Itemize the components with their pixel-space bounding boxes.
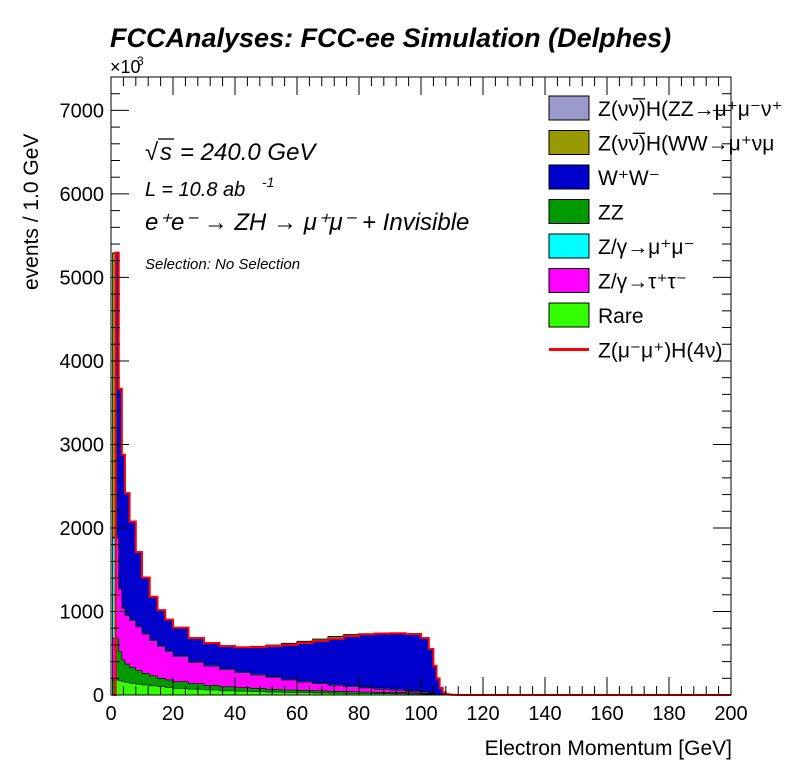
process-label: e⁺e⁻ → ZH → μ⁺μ⁻ + Invisible — [145, 209, 469, 236]
selection-label: Selection: No Selection — [145, 256, 300, 273]
legend-swatch-zz — [548, 199, 590, 224]
y-tick-label: 2000 — [60, 518, 105, 540]
y-tick-label: 1000 — [60, 601, 105, 623]
y-tick-label: 5000 — [60, 267, 105, 289]
y-axis-label: events / 1.0 GeV — [20, 134, 43, 290]
legend-label: Z(μ⁻μ⁺)H(4ν) — [598, 340, 723, 363]
x-tick-label: 40 — [224, 703, 246, 725]
legend-label: Z/γ→τ⁺τ⁻ — [598, 271, 687, 294]
y-tick-label: 4000 — [60, 351, 105, 373]
y-tick-label: 6000 — [60, 184, 105, 206]
legend-label: ZZ — [598, 202, 624, 225]
lumi-label: L = 10.8 ab — [145, 179, 245, 201]
x-tick-label: 20 — [162, 703, 184, 725]
legend-swatch-z- — [548, 233, 590, 259]
legend: Z(νν̅)H(ZZ→μ⁺μ⁻ν⁺ Z(νν̅)H(WW→μ⁺νμ W⁺W⁻ ZZ Z/… — [548, 95, 783, 363]
legend-swatch-z- — [548, 268, 590, 293]
annotation-sqrt-s: √ s = 240.0 GeV — [145, 138, 317, 166]
legend-swatch-w-w- — [548, 164, 590, 190]
legend-swatch-rare — [548, 302, 590, 328]
y-multiplier-exponent: 3 — [137, 54, 144, 68]
x-axis-label: Electron Momentum [GeV] — [485, 737, 732, 760]
x-tick-label: 0 — [105, 703, 116, 725]
y-axis: 0 1000 2000 3000 4000 5000 6000 7000 — [60, 76, 731, 707]
legend-swatch-z-h-ww- — [548, 130, 590, 155]
x-tick-label: 160 — [590, 703, 623, 725]
chart-title: FCCAnalyses: FCC-ee Simulation (Delphes) — [110, 23, 671, 53]
x-tick-label: 80 — [348, 703, 370, 725]
x-tick-label: 180 — [652, 703, 685, 725]
legend-label: W⁺W⁻ — [598, 167, 660, 190]
series-signal-line — [112, 251, 731, 696]
x-tick-label: 200 — [714, 703, 747, 725]
lumi-exponent: -1 — [262, 174, 274, 190]
x-tick-label: 100 — [404, 703, 437, 725]
sqrt-variable: s — [160, 139, 172, 166]
legend-swatch-z-h-zz- — [548, 95, 590, 121]
y-multiplier: ×10 — [110, 57, 141, 77]
legend-label: Z/γ→μ⁺μ⁻ — [598, 236, 695, 259]
x-tick-label: 120 — [466, 703, 499, 725]
legend-label: Z(νν̅)H(ZZ→μ⁺μ⁻ν⁺ — [598, 98, 783, 121]
y-tick-label: 3000 — [60, 434, 105, 456]
x-tick-label: 140 — [528, 703, 561, 725]
sqrt-symbol: √ — [145, 139, 159, 166]
x-tick-label: 60 — [286, 703, 308, 725]
legend-label: Z(νν̅)H(WW→μ⁺νμ — [598, 133, 774, 156]
sqrt-s-value: = 240.0 GeV — [180, 139, 317, 166]
y-tick-label: 7000 — [60, 100, 105, 122]
x-axis: 0 20 40 60 80 100 120 140 160 180 200 — [105, 77, 748, 725]
legend-label: Rare — [598, 305, 644, 328]
y-tick-label: 0 — [93, 685, 104, 707]
